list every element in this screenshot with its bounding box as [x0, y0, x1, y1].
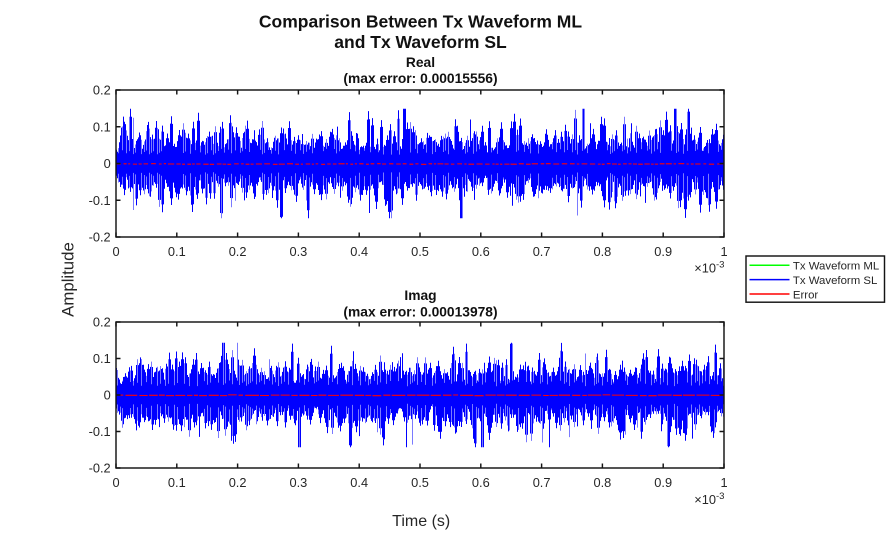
- svg-text:0: 0: [112, 475, 119, 490]
- svg-text:1: 1: [720, 475, 727, 490]
- svg-text:0.8: 0.8: [594, 244, 612, 259]
- svg-text:0.5: 0.5: [411, 475, 429, 490]
- svg-text:Amplitude: Amplitude: [58, 242, 77, 317]
- svg-text:0.3: 0.3: [290, 475, 308, 490]
- svg-text:Tx Waveform ML: Tx Waveform ML: [793, 261, 879, 273]
- svg-text:0.9: 0.9: [654, 244, 672, 259]
- svg-text:0.7: 0.7: [533, 475, 551, 490]
- svg-text:0.1: 0.1: [93, 119, 111, 134]
- svg-text:Comparison Between Tx Waveform: Comparison Between Tx Waveform ML: [259, 11, 582, 31]
- svg-text:0.5: 0.5: [411, 244, 429, 259]
- svg-text:0: 0: [112, 244, 119, 259]
- svg-text:0: 0: [104, 388, 111, 403]
- svg-text:Real: Real: [406, 55, 435, 70]
- svg-text:0.1: 0.1: [168, 244, 186, 259]
- svg-text:Imag: Imag: [404, 288, 436, 303]
- svg-text:-0.1: -0.1: [89, 193, 111, 208]
- svg-text:0.2: 0.2: [229, 475, 247, 490]
- svg-text:0: 0: [104, 156, 111, 171]
- svg-text:0.4: 0.4: [350, 475, 368, 490]
- svg-text:0.2: 0.2: [93, 315, 111, 330]
- svg-text:(max error: 0.00015556): (max error: 0.00015556): [343, 71, 497, 86]
- svg-text:0.2: 0.2: [93, 83, 111, 98]
- svg-text:0.4: 0.4: [350, 244, 368, 259]
- svg-text:Tx Waveform SL: Tx Waveform SL: [793, 275, 877, 287]
- svg-text:-0.2: -0.2: [89, 461, 111, 476]
- svg-text:(max error: 0.00013978): (max error: 0.00013978): [343, 304, 497, 319]
- svg-text:0.6: 0.6: [472, 244, 490, 259]
- svg-text:1: 1: [720, 244, 727, 259]
- svg-text:Time (s): Time (s): [392, 513, 450, 530]
- svg-text:0.8: 0.8: [594, 475, 612, 490]
- svg-text:0.2: 0.2: [229, 244, 247, 259]
- svg-text:0.9: 0.9: [654, 475, 672, 490]
- svg-text:-0.2: -0.2: [89, 230, 111, 245]
- svg-text:and Tx Waveform SL: and Tx Waveform SL: [334, 32, 507, 52]
- svg-text:0.1: 0.1: [93, 351, 111, 366]
- svg-text:0.1: 0.1: [168, 475, 186, 490]
- svg-text:0.7: 0.7: [533, 244, 551, 259]
- svg-text:0.3: 0.3: [290, 244, 308, 259]
- svg-text:-0.1: -0.1: [89, 424, 111, 439]
- svg-text:Error: Error: [793, 289, 819, 301]
- svg-text:0.6: 0.6: [472, 475, 490, 490]
